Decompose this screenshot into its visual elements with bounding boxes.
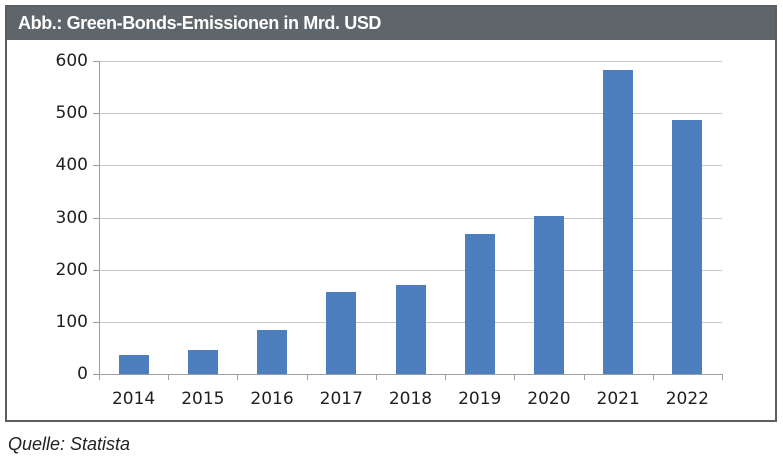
x-tick-mark [445, 374, 447, 380]
y-tick-mark [93, 374, 99, 375]
x-tick-mark [306, 374, 308, 380]
y-axis-tick-label: 400 [55, 155, 88, 176]
gridline [99, 269, 722, 271]
y-axis-tick-label: 600 [55, 51, 88, 71]
y-axis-tick-label: 100 [55, 311, 88, 332]
source-note: Quelle: Statista [8, 434, 131, 454]
x-tick-mark [652, 374, 654, 380]
y-tick-mark [93, 321, 99, 323]
bar-2020 [533, 216, 564, 374]
bar-2015 [187, 350, 218, 374]
bar-2016 [257, 329, 288, 374]
bar-2017 [326, 291, 357, 374]
y-tick-mark [93, 113, 99, 115]
y-tick-mark [93, 217, 99, 219]
x-tick-mark [168, 374, 170, 380]
gridline [99, 217, 722, 219]
bar-2022 [672, 119, 703, 374]
y-axis-tick-label: 500 [55, 103, 88, 124]
y-axis-tick-label: 0 [77, 364, 88, 384]
x-axis-tick-label: 2016 [250, 389, 294, 409]
gridline [99, 61, 722, 62]
bar-2018 [395, 285, 426, 374]
bar-2019 [464, 234, 495, 374]
gridline [99, 165, 722, 167]
x-axis-tick-label: 2017 [319, 389, 363, 409]
chart-frame: Abb.: Green-Bonds-Emissionen in Mrd. USD… [5, 5, 777, 422]
y-axis-line [99, 61, 100, 374]
x-axis-tick-label: 2022 [665, 389, 709, 409]
y-axis-tick-label: 300 [55, 207, 88, 228]
x-axis-tick-label: 2018 [388, 389, 433, 409]
plot-area: 0 100 200 300 400 500 600 2014 2015 2016 2017 2018 2… [7, 7, 775, 420]
x-axis-tick-label: 2015 [181, 389, 225, 409]
bar-2021 [603, 70, 634, 374]
x-tick-mark [722, 374, 723, 380]
x-tick-mark [237, 374, 239, 380]
x-tick-mark [583, 374, 585, 380]
y-tick-mark [93, 269, 99, 271]
x-tick-mark [375, 374, 377, 380]
y-tick-mark [93, 165, 99, 167]
x-axis-tick-label: 2021 [596, 389, 640, 409]
chart-title-bar: Abb.: Green-Bonds-Emissionen in Mrd. USD [7, 7, 775, 40]
bar-2014 [118, 354, 149, 374]
x-tick-mark [514, 374, 516, 380]
x-axis-line [99, 374, 722, 375]
x-axis-tick-label: 2020 [527, 389, 571, 409]
gridline [99, 113, 722, 115]
x-axis-tick-label: 2019 [458, 389, 502, 409]
x-axis-tick-label: 2014 [111, 389, 156, 409]
x-tick-mark [99, 374, 100, 380]
y-tick-mark [93, 61, 99, 62]
y-axis-tick-label: 200 [55, 259, 88, 280]
